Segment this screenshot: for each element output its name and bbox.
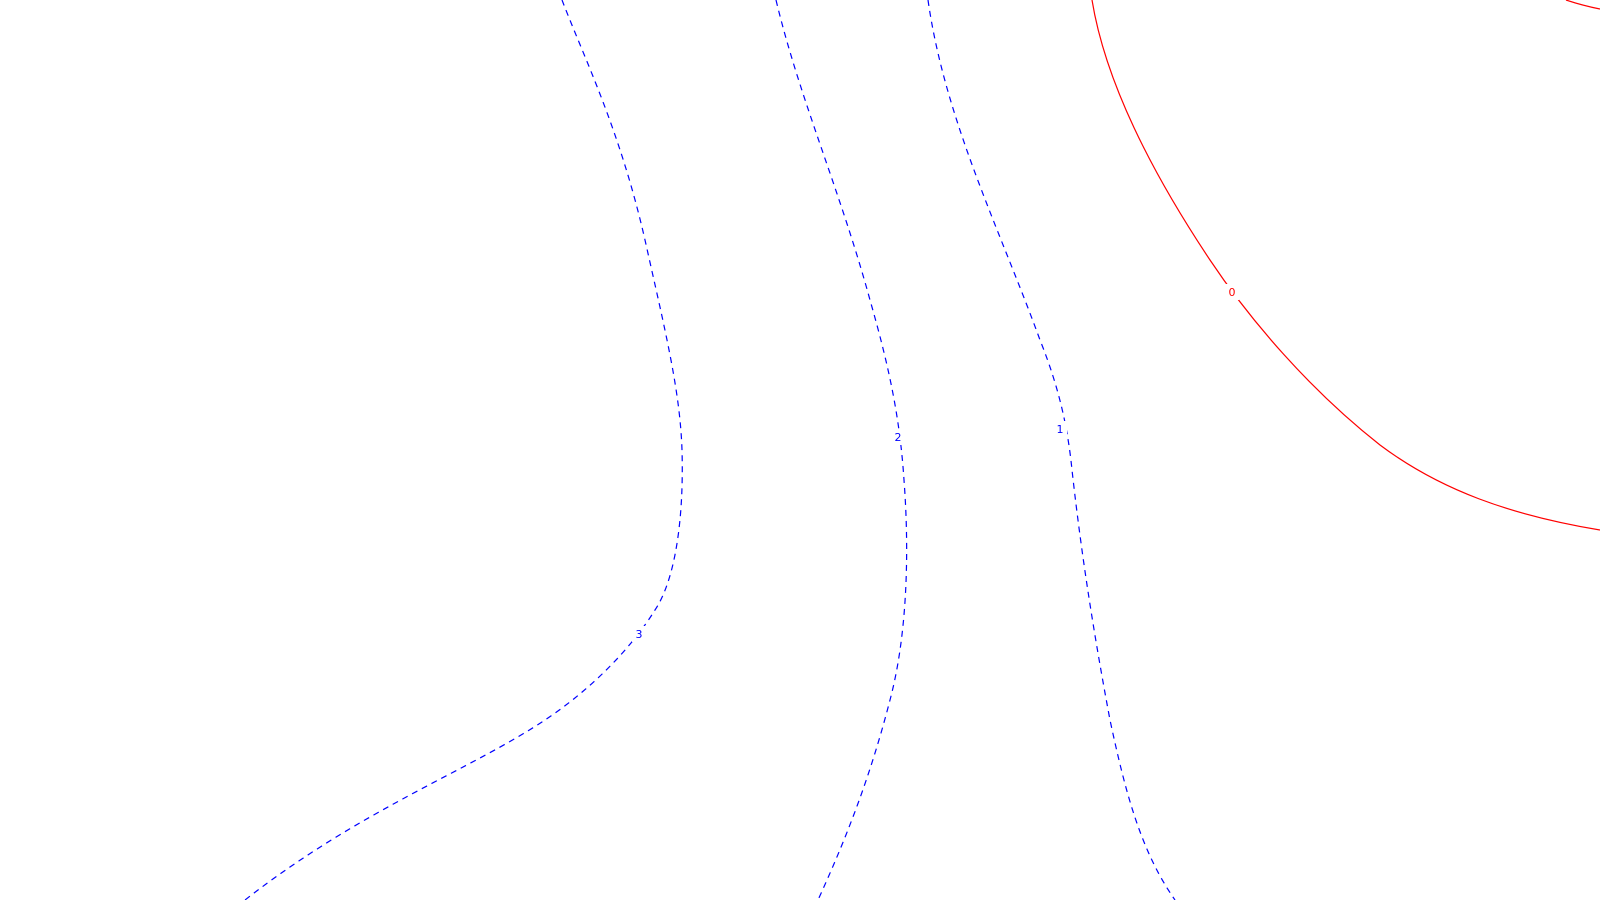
- contour-label-0: 0: [1229, 286, 1236, 299]
- contour-label-1: 1: [1057, 423, 1064, 436]
- contour-line-1: [927, 0, 1176, 900]
- contour-1: 1: [927, 0, 1176, 900]
- contour-line-0-corner: [1565, 0, 1600, 10]
- contour-0: 0: [1091, 0, 1600, 531]
- contour-label-2: 2: [895, 431, 902, 444]
- contour-2: 2: [775, 0, 908, 900]
- contour-3: 3: [244, 0, 683, 900]
- contour-line-0: [1091, 0, 1600, 531]
- contour-line-2: [775, 0, 908, 900]
- contour-line-3: [244, 0, 683, 900]
- contour-label-3: 3: [636, 628, 643, 641]
